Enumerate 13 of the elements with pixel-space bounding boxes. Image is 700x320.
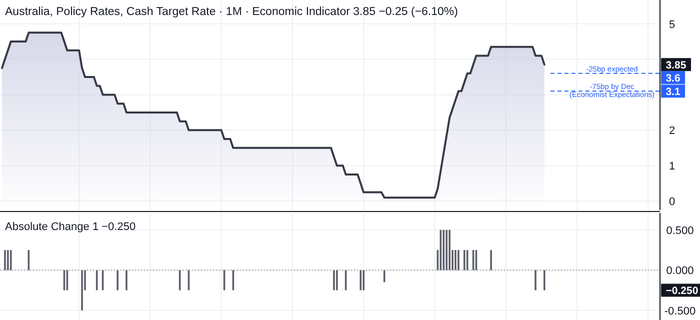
text: 3.1 bbox=[666, 86, 680, 98]
y-tick-label: 2 bbox=[668, 125, 676, 138]
text: 3.6 bbox=[666, 72, 680, 85]
y-tick-label: -0.500 bbox=[664, 305, 696, 318]
text: −0.250 bbox=[666, 285, 698, 298]
y-tick-label: 0.000 bbox=[666, 265, 694, 278]
text: 3.85 bbox=[666, 60, 686, 72]
y-tick-label: 0.500 bbox=[666, 224, 694, 237]
y-tick-label: 5 bbox=[668, 18, 676, 31]
text: Australia, Policy Rates, Cash Target Rate · 1M · Economic Indicator 3.85 −0.25 (−6.10%) bbox=[5, 6, 458, 18]
y-tick-label: 1 bbox=[668, 160, 676, 173]
y-tick-label: 0 bbox=[668, 196, 676, 208]
text: Absolute Change 1 −0.250 bbox=[5, 221, 136, 233]
